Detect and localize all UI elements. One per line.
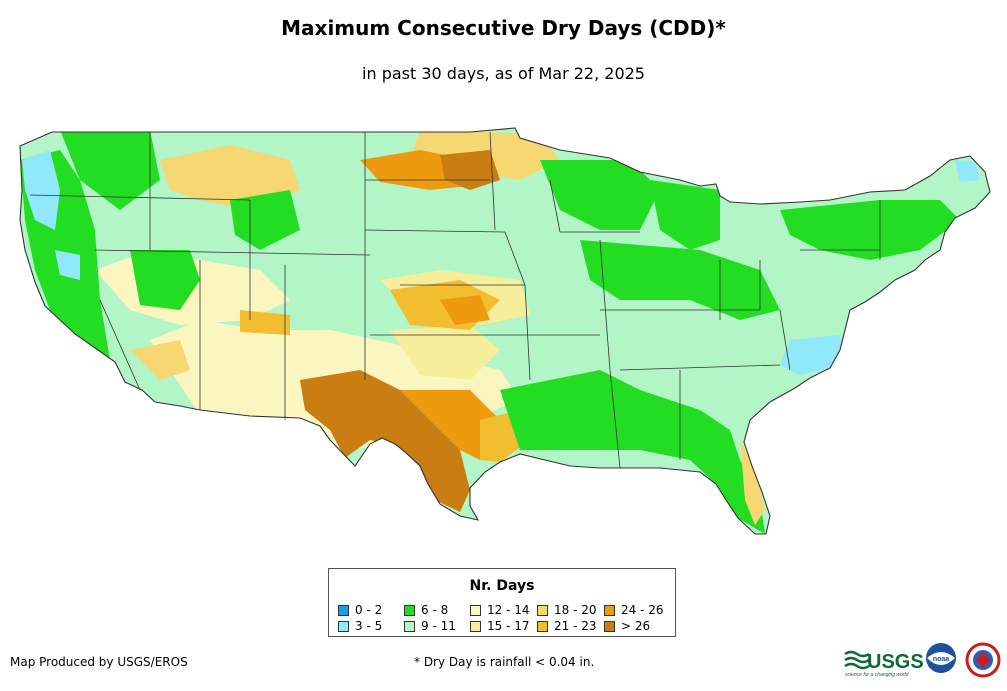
- legend-label: 21 - 23: [554, 619, 597, 633]
- nws-logo: [965, 642, 1001, 678]
- legend-label: 18 - 20: [554, 603, 597, 617]
- legend-label: 24 - 26: [621, 603, 664, 617]
- legend-item: 15 - 17: [470, 619, 537, 633]
- map-title: Maximum Consecutive Dry Days (CDD)*: [281, 16, 726, 40]
- state-borders: [19, 127, 991, 535]
- legend-item: 21 - 23: [537, 619, 604, 633]
- usgs-logo: USGS science for a changing world: [844, 650, 924, 678]
- legend-label: 3 - 5: [355, 619, 383, 633]
- legend-swatch: [470, 620, 481, 632]
- legend-item: 0 - 2: [338, 603, 404, 617]
- producer-credit: Map Produced by USGS/EROS: [10, 655, 188, 669]
- legend-label: 6 - 8: [421, 603, 449, 617]
- legend-swatch: [338, 604, 349, 616]
- legend-swatch: [338, 620, 349, 632]
- legend-swatch: [404, 620, 415, 632]
- legend-title: Nr. Days: [469, 578, 535, 594]
- noaa-wordmark: noaa: [933, 656, 949, 663]
- legend-item: 12 - 14: [470, 603, 537, 617]
- usgs-tagline: science for a changing world: [845, 672, 909, 678]
- legend-item: 9 - 11: [404, 619, 470, 633]
- map-subtitle: in past 30 days, as of Mar 22, 2025: [362, 64, 645, 83]
- legend-item: 6 - 8: [404, 603, 470, 617]
- legend-label: 0 - 2: [355, 603, 383, 617]
- legend-swatch: [404, 604, 415, 616]
- legend-label: > 26: [621, 619, 651, 633]
- dry-day-footnote: * Dry Day is rainfall < 0.04 in.: [414, 655, 595, 669]
- usgs-wordmark: USGS: [867, 651, 924, 673]
- legend-swatch: [604, 620, 615, 632]
- legend-swatch: [537, 604, 548, 616]
- legend-item: 3 - 5: [338, 619, 404, 633]
- legend-swatch: [604, 604, 615, 616]
- us-dry-days-map: [19, 127, 991, 535]
- legend-item: > 26: [604, 619, 664, 633]
- legend-item: 18 - 20: [537, 603, 604, 617]
- legend-label: 12 - 14: [487, 603, 530, 617]
- legend-items: 0 - 2 6 - 8 12 - 14 18 - 20 24 - 26 3 - 5 9 - …: [338, 603, 664, 633]
- legend: Nr. Days 0 - 2 6 - 8 12 - 14 18 - 20 24 - 26…: [328, 568, 676, 637]
- agency-logos: USGS science for a changing world noaa: [844, 642, 1001, 678]
- noaa-logo: noaa: [926, 643, 956, 673]
- legend-swatch: [470, 604, 481, 616]
- legend-item: 24 - 26: [604, 603, 664, 617]
- legend-label: 9 - 11: [421, 619, 456, 633]
- legend-swatch: [537, 620, 548, 632]
- legend-label: 15 - 17: [487, 619, 530, 633]
